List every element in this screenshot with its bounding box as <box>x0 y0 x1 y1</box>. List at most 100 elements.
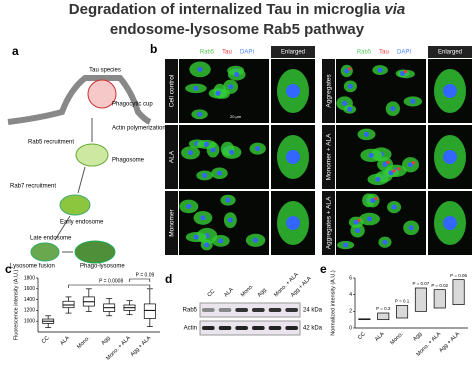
label: Phago-lysosome <box>80 264 125 270</box>
title-line2: endosome-lysosome Rab5 pathway <box>110 21 365 38</box>
bracket <box>129 278 151 282</box>
bar <box>433 289 446 309</box>
band <box>268 326 282 330</box>
nucleus <box>193 85 199 91</box>
nucleus <box>355 228 361 234</box>
nucleus <box>218 238 224 244</box>
panel-letter: d <box>165 272 172 286</box>
y-tick-label: 1400 <box>24 297 35 303</box>
row-label: Actin <box>184 326 197 332</box>
row-label: Rab5 <box>183 308 198 314</box>
nucleus <box>382 161 388 167</box>
title: Degradation of internalized Tau in micro… <box>69 1 405 18</box>
band <box>268 308 282 312</box>
enlarged-label: Enlarged <box>281 50 305 56</box>
nucleus <box>363 131 369 137</box>
nucleus <box>200 215 206 221</box>
x-tick-label: CC <box>41 335 51 345</box>
nucleus <box>227 217 233 223</box>
nucleus <box>382 239 388 245</box>
annotation: P = 0.07 <box>413 281 430 286</box>
nucleus <box>210 147 216 153</box>
band <box>235 308 248 312</box>
size-label: 42 kDa <box>303 326 323 332</box>
tau <box>348 67 352 71</box>
tau <box>374 196 378 201</box>
lane-label: Agg <box>257 287 268 298</box>
title-line1: Degradation of internalized Tau in micro… <box>69 1 381 18</box>
row-label-bg <box>322 125 335 189</box>
tau <box>392 169 396 173</box>
label: Early endosome <box>60 220 104 226</box>
membrane <box>7 75 152 125</box>
y-tick-label: 1000 <box>24 319 35 325</box>
tau-cluster <box>87 79 117 109</box>
nucleus <box>225 197 231 203</box>
nucleus <box>390 106 396 112</box>
nucleus <box>388 170 394 176</box>
phago-lysosome <box>74 240 116 264</box>
channel-label: Tau <box>222 50 232 56</box>
enlarged-label: Enlarged <box>438 50 462 56</box>
x-tick-label: Mono. <box>389 331 404 346</box>
label: Rab5 recruitment <box>28 140 74 146</box>
band <box>218 326 232 330</box>
row-label-bg <box>165 191 178 255</box>
channel-label: DAPI <box>397 50 411 56</box>
row-label-bg <box>165 125 178 189</box>
row-label: ALA <box>169 150 176 163</box>
x-tick-label: Agg + ALA <box>438 331 461 354</box>
nucleus <box>204 242 210 248</box>
nucleus <box>347 106 353 112</box>
annotation: P = 0.3 <box>376 306 391 311</box>
tau <box>403 69 408 74</box>
y-tick-label: 2 <box>349 309 352 315</box>
channel-label: Rab5 <box>357 50 372 56</box>
nucleus <box>343 242 349 248</box>
nucleus <box>193 234 199 240</box>
label: Actin polymerization <box>112 126 166 132</box>
panel-letter: c <box>5 262 12 276</box>
header-bg <box>428 46 472 58</box>
scale-bar: 20 µm <box>230 114 242 119</box>
row-label: Monomer + ALA <box>326 133 333 180</box>
bar <box>358 318 371 321</box>
tau <box>386 160 390 164</box>
annotation: P = 0.06 <box>450 273 467 278</box>
y-tick-label: 0 <box>349 325 352 331</box>
annotation: P = 0.02 <box>431 283 448 288</box>
bracket <box>68 284 151 288</box>
x-tick-label: Agg + ALA <box>130 335 153 358</box>
early-endosome <box>59 194 91 216</box>
blot-bg <box>199 320 301 336</box>
panel-letter: e <box>320 262 327 276</box>
nucleus <box>408 162 414 168</box>
nucleus <box>408 225 414 231</box>
lane-label: ALA <box>223 287 235 299</box>
bar <box>414 287 427 312</box>
row-label: Cell control <box>169 74 176 107</box>
y-tick-label: 1200 <box>24 308 35 314</box>
phagosome <box>75 143 109 167</box>
nucleus <box>186 203 192 209</box>
x-tick-label: ALA <box>374 331 386 343</box>
band <box>285 326 298 330</box>
nucleus <box>253 237 259 243</box>
nucleus <box>286 216 300 230</box>
nucleus <box>229 149 235 155</box>
tau <box>411 161 416 165</box>
lysosome <box>30 242 60 262</box>
annotation: P = 0.0008 <box>99 278 123 284</box>
band <box>252 326 265 330</box>
nucleus <box>366 216 372 222</box>
label: Late endosome <box>30 236 72 242</box>
band <box>235 326 248 330</box>
nucleus <box>391 204 397 210</box>
nucleus <box>342 100 348 106</box>
nucleus <box>353 219 359 225</box>
label: Phagocytic cup <box>112 102 153 108</box>
channel-label: Tau <box>379 50 389 56</box>
nucleus <box>228 84 234 90</box>
